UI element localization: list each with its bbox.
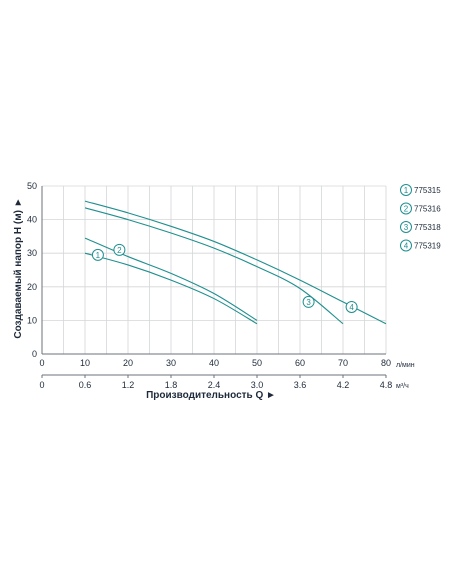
y-tick-label: 50 [27, 181, 37, 191]
x2-tick-label: 2.4 [208, 380, 221, 390]
x-axis-unit: л/мин [396, 362, 415, 369]
curve-marker-1 [91, 248, 104, 261]
x-tick-label: 30 [166, 358, 176, 368]
x-tick-label: 80 [381, 358, 391, 368]
legend-marker-label: 3 [404, 223, 409, 232]
chart-grid [41, 185, 387, 355]
legend-marker-3 [400, 221, 412, 233]
x-tick-label: 50 [252, 358, 262, 368]
series-layer: 1 2 3 4 [84, 200, 387, 325]
legend-entry-label: 775319 [414, 242, 441, 251]
y-tick-label: 20 [27, 282, 37, 292]
x2-tick-label: 1.8 [165, 380, 178, 390]
curve-marker-label: 4 [349, 303, 354, 312]
series-line-775315 [84, 252, 258, 325]
curve-marker-label: 3 [306, 298, 311, 307]
curve-marker-label: 1 [96, 251, 101, 260]
series-line-775318 [84, 207, 344, 325]
curve-marker-3 [302, 295, 315, 308]
chart-legend: 1 775315 2 775316 3 775318 4 775319 [400, 184, 441, 252]
y-tick-label: 40 [27, 215, 37, 225]
x2-tick-label: 0 [39, 380, 44, 390]
curve-marker-label: 2 [117, 246, 122, 255]
x2-axis-unit: м³/ч [396, 383, 409, 390]
series-line-775319 [84, 200, 387, 325]
y-tick-label: 10 [27, 315, 37, 325]
legend-entry-label: 775316 [414, 205, 441, 214]
x-tick-label: 40 [209, 358, 219, 368]
x2-tick-label: 3.0 [251, 380, 264, 390]
x2-tick-label: 1.2 [122, 380, 135, 390]
x-axis-title: Производительность Q ► [146, 390, 276, 401]
x2-tick-label: 3.6 [294, 380, 307, 390]
x2-tick-label: 4.2 [337, 380, 350, 390]
x-tick-label: 0 [39, 358, 44, 368]
legend-marker-4 [400, 239, 412, 252]
y-tick-label: 30 [27, 248, 37, 258]
y-tick-label: 0 [32, 349, 37, 359]
curve-marker-2 [113, 243, 126, 256]
y-axis-title: Создаваемый напор H (м) ► [13, 197, 24, 338]
legend-marker-2 [400, 202, 412, 215]
x2-tick-label: 4.8 [380, 380, 393, 390]
chart-axes: 0 10 20 30 40 50 60 70 80 0 10 20 30 40 50 0 0.6 1.2 1.8 2.… [27, 181, 392, 390]
curve-marker-4 [345, 300, 358, 313]
legend-marker-label: 1 [404, 186, 409, 195]
legend-marker-label: 2 [404, 205, 409, 214]
legend-entry-label: 775315 [414, 186, 441, 195]
x-tick-label: 60 [295, 358, 305, 368]
x-tick-label: 70 [338, 358, 348, 368]
x-tick-label: 10 [80, 358, 90, 368]
x-tick-label: 20 [123, 358, 133, 368]
legend-marker-label: 4 [404, 242, 409, 251]
legend-entry-label: 775318 [414, 223, 441, 232]
legend-marker-1 [400, 184, 412, 196]
x2-tick-label: 0.6 [79, 380, 92, 390]
